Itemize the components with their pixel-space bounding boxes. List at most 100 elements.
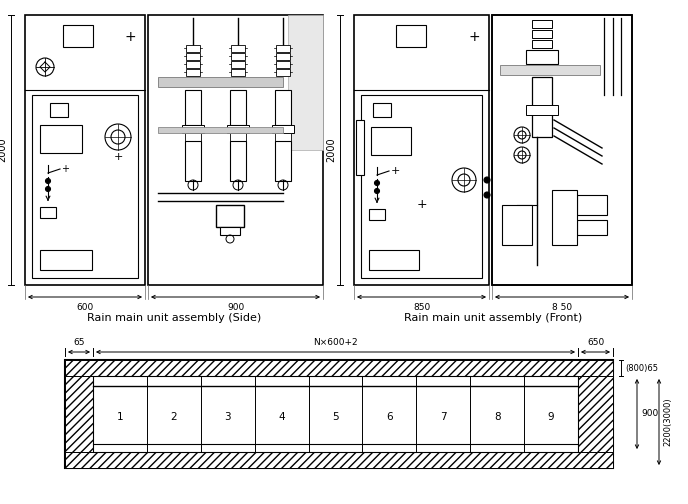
Bar bbox=[276, 53, 290, 60]
Bar bbox=[369, 209, 385, 220]
Bar bbox=[227, 125, 249, 133]
Text: +: + bbox=[390, 166, 400, 176]
Bar bbox=[230, 133, 246, 141]
Bar bbox=[361, 95, 482, 278]
Text: +: + bbox=[469, 30, 480, 44]
Bar bbox=[526, 50, 558, 64]
Bar bbox=[231, 53, 245, 60]
Bar bbox=[186, 69, 200, 76]
Text: 8: 8 bbox=[494, 412, 500, 422]
Bar bbox=[230, 141, 246, 181]
Bar bbox=[185, 141, 201, 181]
Bar bbox=[216, 205, 244, 227]
Bar bbox=[185, 133, 201, 141]
Text: (800)65: (800)65 bbox=[625, 363, 658, 372]
Circle shape bbox=[374, 180, 380, 185]
Bar bbox=[494, 17, 630, 283]
Bar bbox=[275, 90, 291, 125]
Bar bbox=[40, 207, 56, 218]
Bar bbox=[552, 190, 577, 245]
Bar bbox=[275, 133, 291, 141]
Bar bbox=[532, 40, 552, 48]
Text: 900: 900 bbox=[227, 303, 244, 312]
Bar bbox=[231, 45, 245, 52]
Bar bbox=[276, 45, 290, 52]
Bar bbox=[354, 15, 489, 285]
Circle shape bbox=[374, 188, 380, 194]
Text: Rain main unit assembly (Front): Rain main unit assembly (Front) bbox=[404, 313, 582, 323]
Bar bbox=[220, 227, 240, 235]
Bar bbox=[500, 65, 600, 75]
Text: +: + bbox=[125, 30, 136, 44]
Bar bbox=[185, 90, 201, 125]
Bar bbox=[158, 127, 283, 133]
Bar bbox=[93, 376, 578, 452]
Bar bbox=[25, 15, 145, 285]
Text: +: + bbox=[61, 164, 69, 174]
Bar bbox=[40, 125, 82, 153]
Bar bbox=[272, 125, 294, 133]
Text: 850: 850 bbox=[413, 303, 430, 312]
Bar bbox=[63, 25, 93, 47]
Text: 6: 6 bbox=[386, 412, 393, 422]
Bar bbox=[492, 15, 632, 285]
Bar bbox=[532, 20, 552, 28]
Text: 650: 650 bbox=[587, 338, 604, 347]
Bar bbox=[186, 53, 200, 60]
Text: 2000: 2000 bbox=[326, 138, 336, 162]
Text: 900: 900 bbox=[641, 409, 658, 418]
Bar bbox=[526, 105, 558, 115]
Bar bbox=[65, 360, 613, 468]
Bar bbox=[231, 69, 245, 76]
Bar bbox=[578, 376, 613, 452]
Bar bbox=[356, 120, 364, 175]
Bar bbox=[230, 90, 246, 125]
Text: 2000: 2000 bbox=[0, 138, 7, 162]
Circle shape bbox=[484, 192, 490, 198]
Text: 1: 1 bbox=[117, 412, 123, 422]
Text: 9: 9 bbox=[548, 412, 555, 422]
Bar bbox=[373, 103, 391, 117]
Text: 2200(3000): 2200(3000) bbox=[663, 398, 672, 447]
Text: 4: 4 bbox=[279, 412, 285, 422]
Circle shape bbox=[45, 186, 50, 192]
Bar bbox=[186, 45, 200, 52]
Bar bbox=[492, 15, 632, 285]
Bar bbox=[288, 15, 323, 150]
Bar bbox=[371, 127, 411, 155]
Text: 8 50: 8 50 bbox=[552, 303, 572, 312]
Bar bbox=[182, 125, 204, 133]
Bar bbox=[50, 103, 68, 117]
Bar bbox=[502, 205, 532, 245]
Text: Rain main unit assembly (Side): Rain main unit assembly (Side) bbox=[87, 313, 261, 323]
Bar bbox=[40, 250, 92, 270]
Bar bbox=[32, 95, 138, 278]
Text: +: + bbox=[416, 199, 427, 212]
Bar bbox=[275, 141, 291, 181]
Bar bbox=[65, 376, 93, 452]
Bar bbox=[369, 250, 419, 270]
Bar bbox=[577, 195, 607, 215]
Bar bbox=[532, 77, 552, 137]
Text: +: + bbox=[114, 152, 122, 162]
Bar bbox=[396, 25, 426, 47]
Text: N×600+2: N×600+2 bbox=[313, 338, 358, 347]
Bar bbox=[186, 61, 200, 68]
Bar bbox=[65, 452, 613, 468]
Circle shape bbox=[484, 177, 490, 183]
Bar bbox=[65, 360, 613, 376]
Text: 5: 5 bbox=[332, 412, 338, 422]
Bar bbox=[158, 77, 283, 87]
Text: 2: 2 bbox=[171, 412, 177, 422]
Text: 3: 3 bbox=[224, 412, 231, 422]
Bar bbox=[231, 61, 245, 68]
Bar bbox=[148, 15, 323, 285]
Text: 600: 600 bbox=[76, 303, 94, 312]
Circle shape bbox=[45, 178, 50, 183]
Text: 7: 7 bbox=[440, 412, 447, 422]
Text: 65: 65 bbox=[73, 338, 85, 347]
Bar bbox=[577, 220, 607, 235]
Bar bbox=[276, 69, 290, 76]
Bar bbox=[276, 61, 290, 68]
Bar bbox=[532, 30, 552, 38]
